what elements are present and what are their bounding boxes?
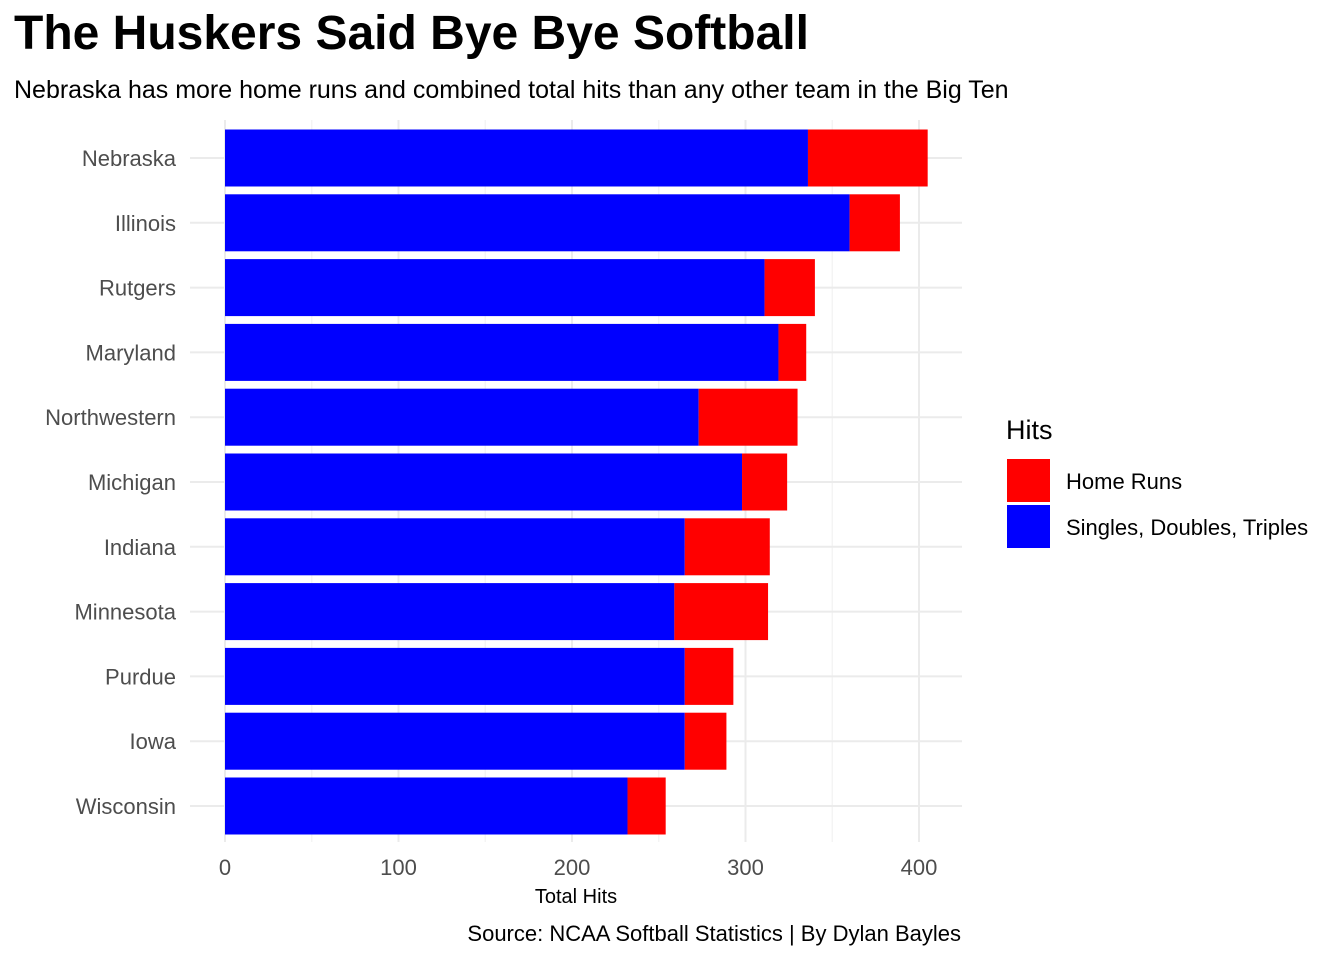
x-tick-labels: 0 100 200 300 400 [219,855,937,880]
y-tick-label: Indiana [104,535,177,560]
y-tick-label: Purdue [105,664,176,689]
x-tick-label: 200 [554,855,591,880]
legend-key-home-runs [1007,459,1050,502]
y-tick-label: Wisconsin [76,794,176,819]
bar-indiana-singles-doubles-triples [225,518,685,576]
legend: Hits Home Runs Singles, Doubles, Triples [1006,415,1308,548]
bar-iowa-singles-doubles-triples [225,712,685,770]
y-tick-label: Illinois [115,211,176,236]
legend-label: Singles, Doubles, Triples [1066,515,1308,540]
chart-title: The Huskers Said Bye Bye Softball [14,7,809,60]
bar-northwestern-singles-doubles-triples [225,388,699,446]
bar-maryland-singles-doubles-triples [225,323,779,381]
x-tick-label: 300 [727,855,764,880]
bar-purdue-home-runs [684,647,734,705]
bar-nebraska-singles-doubles-triples [225,129,808,187]
bar-wisconsin-singles-doubles-triples [225,777,628,835]
legend-key-singles-doubles-triples [1007,505,1050,548]
x-tick-label: 100 [380,855,417,880]
bar-nebraska-home-runs [807,129,928,187]
bar-illinois-singles-doubles-triples [225,194,850,252]
y-tick-label: Maryland [86,340,176,365]
y-tick-label: Iowa [130,729,177,754]
y-tick-labels: Nebraska Illinois Rutgers Maryland Northwest… [45,146,177,819]
chart-caption: Source: NCAA Softball Statistics | By Dy… [467,921,961,946]
legend-label: Home Runs [1066,469,1182,494]
x-tick-label: 400 [901,855,938,880]
legend-title: Hits [1006,415,1053,445]
bar-northwestern-home-runs [698,388,798,446]
x-tick-label: 0 [219,855,231,880]
y-tick-label: Nebraska [82,146,177,171]
bar-wisconsin-home-runs [627,777,666,835]
bars [225,129,928,835]
y-tick-label: Rutgers [99,276,176,301]
chart-subtitle: Nebraska has more home runs and combined… [14,76,1009,104]
bar-indiana-home-runs [684,518,770,576]
y-tick-label: Minnesota [74,600,176,625]
bar-michigan-home-runs [742,453,788,511]
bar-maryland-home-runs [778,323,807,381]
bar-purdue-singles-doubles-triples [225,647,685,705]
x-axis-title: Total Hits [535,886,617,908]
bar-rutgers-singles-doubles-triples [225,259,765,317]
y-tick-label: Michigan [88,470,176,495]
bar-michigan-singles-doubles-triples [225,453,743,511]
bar-minnesota-home-runs [674,583,769,641]
y-tick-label: Northwestern [45,405,176,430]
bar-illinois-home-runs [849,194,900,252]
bar-iowa-home-runs [684,712,727,770]
bar-rutgers-home-runs [764,259,815,317]
bar-minnesota-singles-doubles-triples [225,583,675,641]
